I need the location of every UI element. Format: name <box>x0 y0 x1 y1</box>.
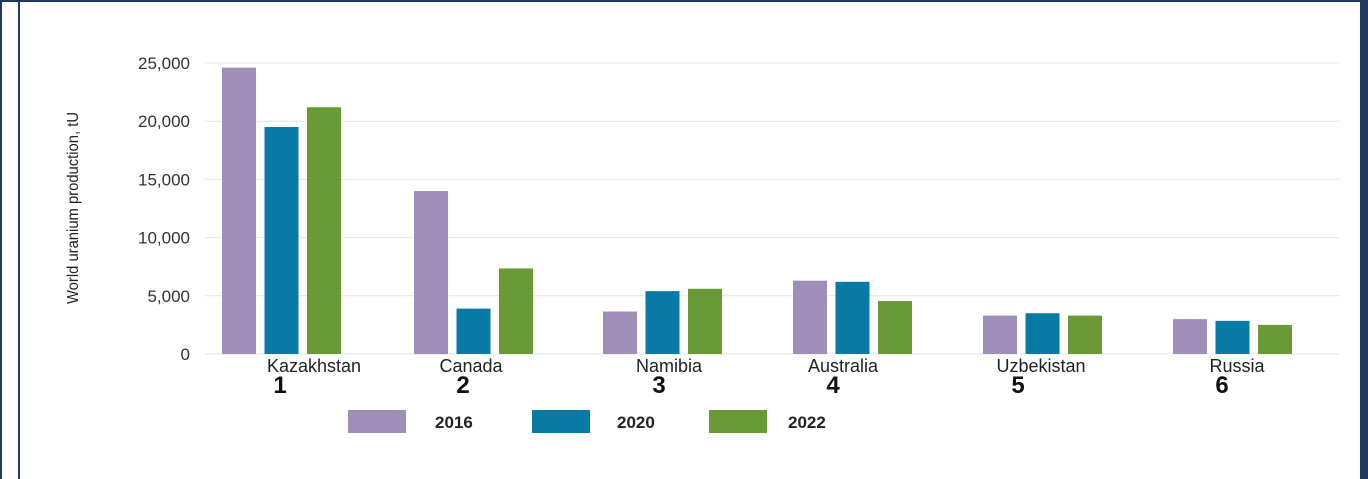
rank-label: 4 <box>826 372 840 399</box>
bar-canada-2020 <box>456 308 491 354</box>
bar-canada-2016 <box>414 191 448 354</box>
rank-label: 6 <box>1215 372 1228 399</box>
y-axis-ticks: 0 5,000 10,000 15,000 20,000 25,000 <box>138 54 190 364</box>
category-label: Kazakhstan <box>267 356 361 376</box>
bar-uzbekistan-2020 <box>1025 313 1060 354</box>
gridlines <box>205 62 1340 355</box>
bar-australia-2020 <box>835 281 870 354</box>
bar-namibia-2016 <box>603 311 637 354</box>
bar-kazakhstan-2016 <box>222 67 256 354</box>
y-tick-label: 25,000 <box>138 54 190 73</box>
bar-russia-2016 <box>1173 319 1207 354</box>
bar-namibia-2020 <box>645 291 680 354</box>
y-tick-label: 15,000 <box>138 170 190 189</box>
legend-swatch-2022 <box>709 410 767 433</box>
y-tick-label: 10,000 <box>138 229 190 248</box>
frame-left-border <box>18 0 20 479</box>
category-label: Uzbekistan <box>996 356 1085 376</box>
bar-kazakhstan-2022 <box>307 107 341 355</box>
legend-label-2020: 2020 <box>617 413 655 432</box>
legend-swatch-2016 <box>348 410 406 433</box>
rank-label: 1 <box>273 372 286 399</box>
bar-russia-2022 <box>1258 324 1292 354</box>
legend: 2016 2020 2022 <box>348 410 826 433</box>
bar-kazakhstan-2020 <box>264 127 299 355</box>
legend-label-2016: 2016 <box>435 413 473 432</box>
y-tick-label: 0 <box>181 345 190 364</box>
bar-australia-2016 <box>793 280 827 354</box>
category-label: Australia <box>808 356 879 376</box>
y-tick-label: 20,000 <box>138 112 190 131</box>
bars <box>222 67 1292 355</box>
bar-canada-2022 <box>499 268 533 354</box>
category-label: Canada <box>439 356 503 376</box>
rank-label: 3 <box>652 372 665 399</box>
y-tick-label: 5,000 <box>147 287 190 306</box>
bar-russia-2020 <box>1215 320 1250 354</box>
rank-label: 2 <box>456 372 469 399</box>
legend-label-2022: 2022 <box>788 413 826 432</box>
rank-label: 5 <box>1011 372 1024 399</box>
y-axis-label: World uranium production, tU <box>65 112 82 304</box>
bar-namibia-2022 <box>688 288 722 354</box>
legend-swatch-2020 <box>532 410 590 433</box>
bar-australia-2022 <box>878 301 912 354</box>
bar-uzbekistan-2016 <box>983 315 1017 354</box>
category-label: Namibia <box>636 356 703 376</box>
bar-uzbekistan-2022 <box>1068 315 1102 354</box>
category-label: Russia <box>1209 356 1265 376</box>
frame-right-border <box>1360 0 1368 479</box>
